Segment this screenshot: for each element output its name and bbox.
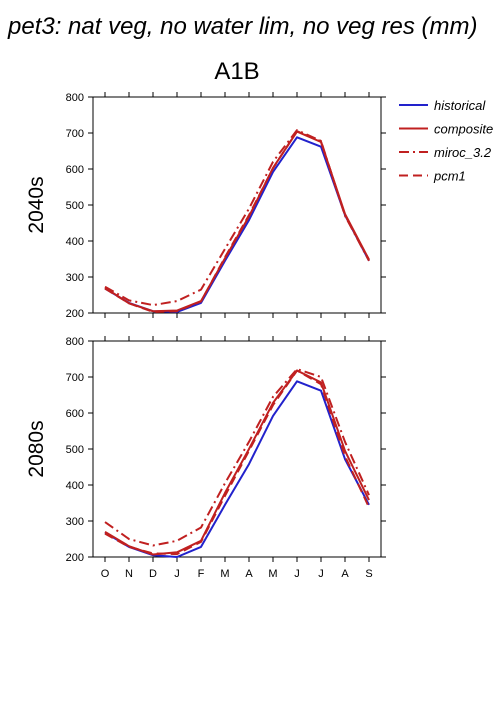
- y-tick-label: 300: [66, 516, 84, 528]
- y-tick-label: 500: [66, 444, 84, 456]
- legend-label: composite: [434, 122, 493, 137]
- x-tick-label: O: [101, 568, 110, 580]
- series-line-pcm1: [104, 130, 370, 313]
- y-tick-label: 200: [66, 308, 84, 320]
- series-line-composite: [104, 130, 370, 313]
- panel-label-2040s: 2040s: [25, 176, 48, 233]
- scenario-title: A1B: [214, 58, 259, 85]
- panel-2080s: 200 300 400 500 600 700 800 O N D J F M A M J J A S: [66, 336, 386, 580]
- plot-frame: [92, 96, 382, 314]
- series-line-historical: [104, 136, 370, 313]
- legend-label: pcm1: [433, 169, 466, 184]
- x-tick-label: M: [268, 568, 277, 580]
- y-tick-label: 200: [66, 552, 84, 564]
- x-tick-label: M: [220, 568, 229, 580]
- y-tick-label: 700: [66, 372, 84, 384]
- x-tick-label: F: [198, 568, 205, 580]
- figure-title: pet3: nat veg, no water lim, no veg res …: [7, 13, 478, 40]
- x-tick-label: D: [149, 568, 157, 580]
- y-tick-label: 600: [66, 164, 84, 176]
- legend-label: miroc_3.2: [434, 145, 492, 160]
- panel-2040s: 200 300 400 500 600 700 800: [66, 92, 386, 320]
- x-tick-label: J: [174, 568, 180, 580]
- y-tick-label: 800: [66, 336, 84, 348]
- x-tick-label: A: [341, 568, 349, 580]
- series-line-pcm1: [104, 369, 370, 556]
- x-tick-label: S: [365, 568, 372, 580]
- x-tick-label: A: [245, 568, 253, 580]
- series-line-miroc-3-2: [104, 368, 370, 547]
- legend: historical composite miroc_3.2 pcm1: [399, 98, 493, 184]
- y-tick-label: 400: [66, 236, 84, 248]
- y-tick-label: 600: [66, 408, 84, 420]
- y-tick-label: 700: [66, 128, 84, 140]
- x-tick-label: J: [294, 568, 300, 580]
- y-tick-label: 800: [66, 92, 84, 104]
- legend-label: historical: [434, 98, 486, 113]
- series-line-miroc-3-2: [104, 129, 370, 307]
- y-tick-label: 500: [66, 200, 84, 212]
- x-tick-label: J: [318, 568, 324, 580]
- plot-frame: [92, 340, 382, 558]
- x-tick-label: N: [125, 568, 133, 580]
- panel-label-2080s: 2080s: [25, 420, 48, 477]
- y-tick-label: 300: [66, 272, 84, 284]
- y-tick-label: 400: [66, 480, 84, 492]
